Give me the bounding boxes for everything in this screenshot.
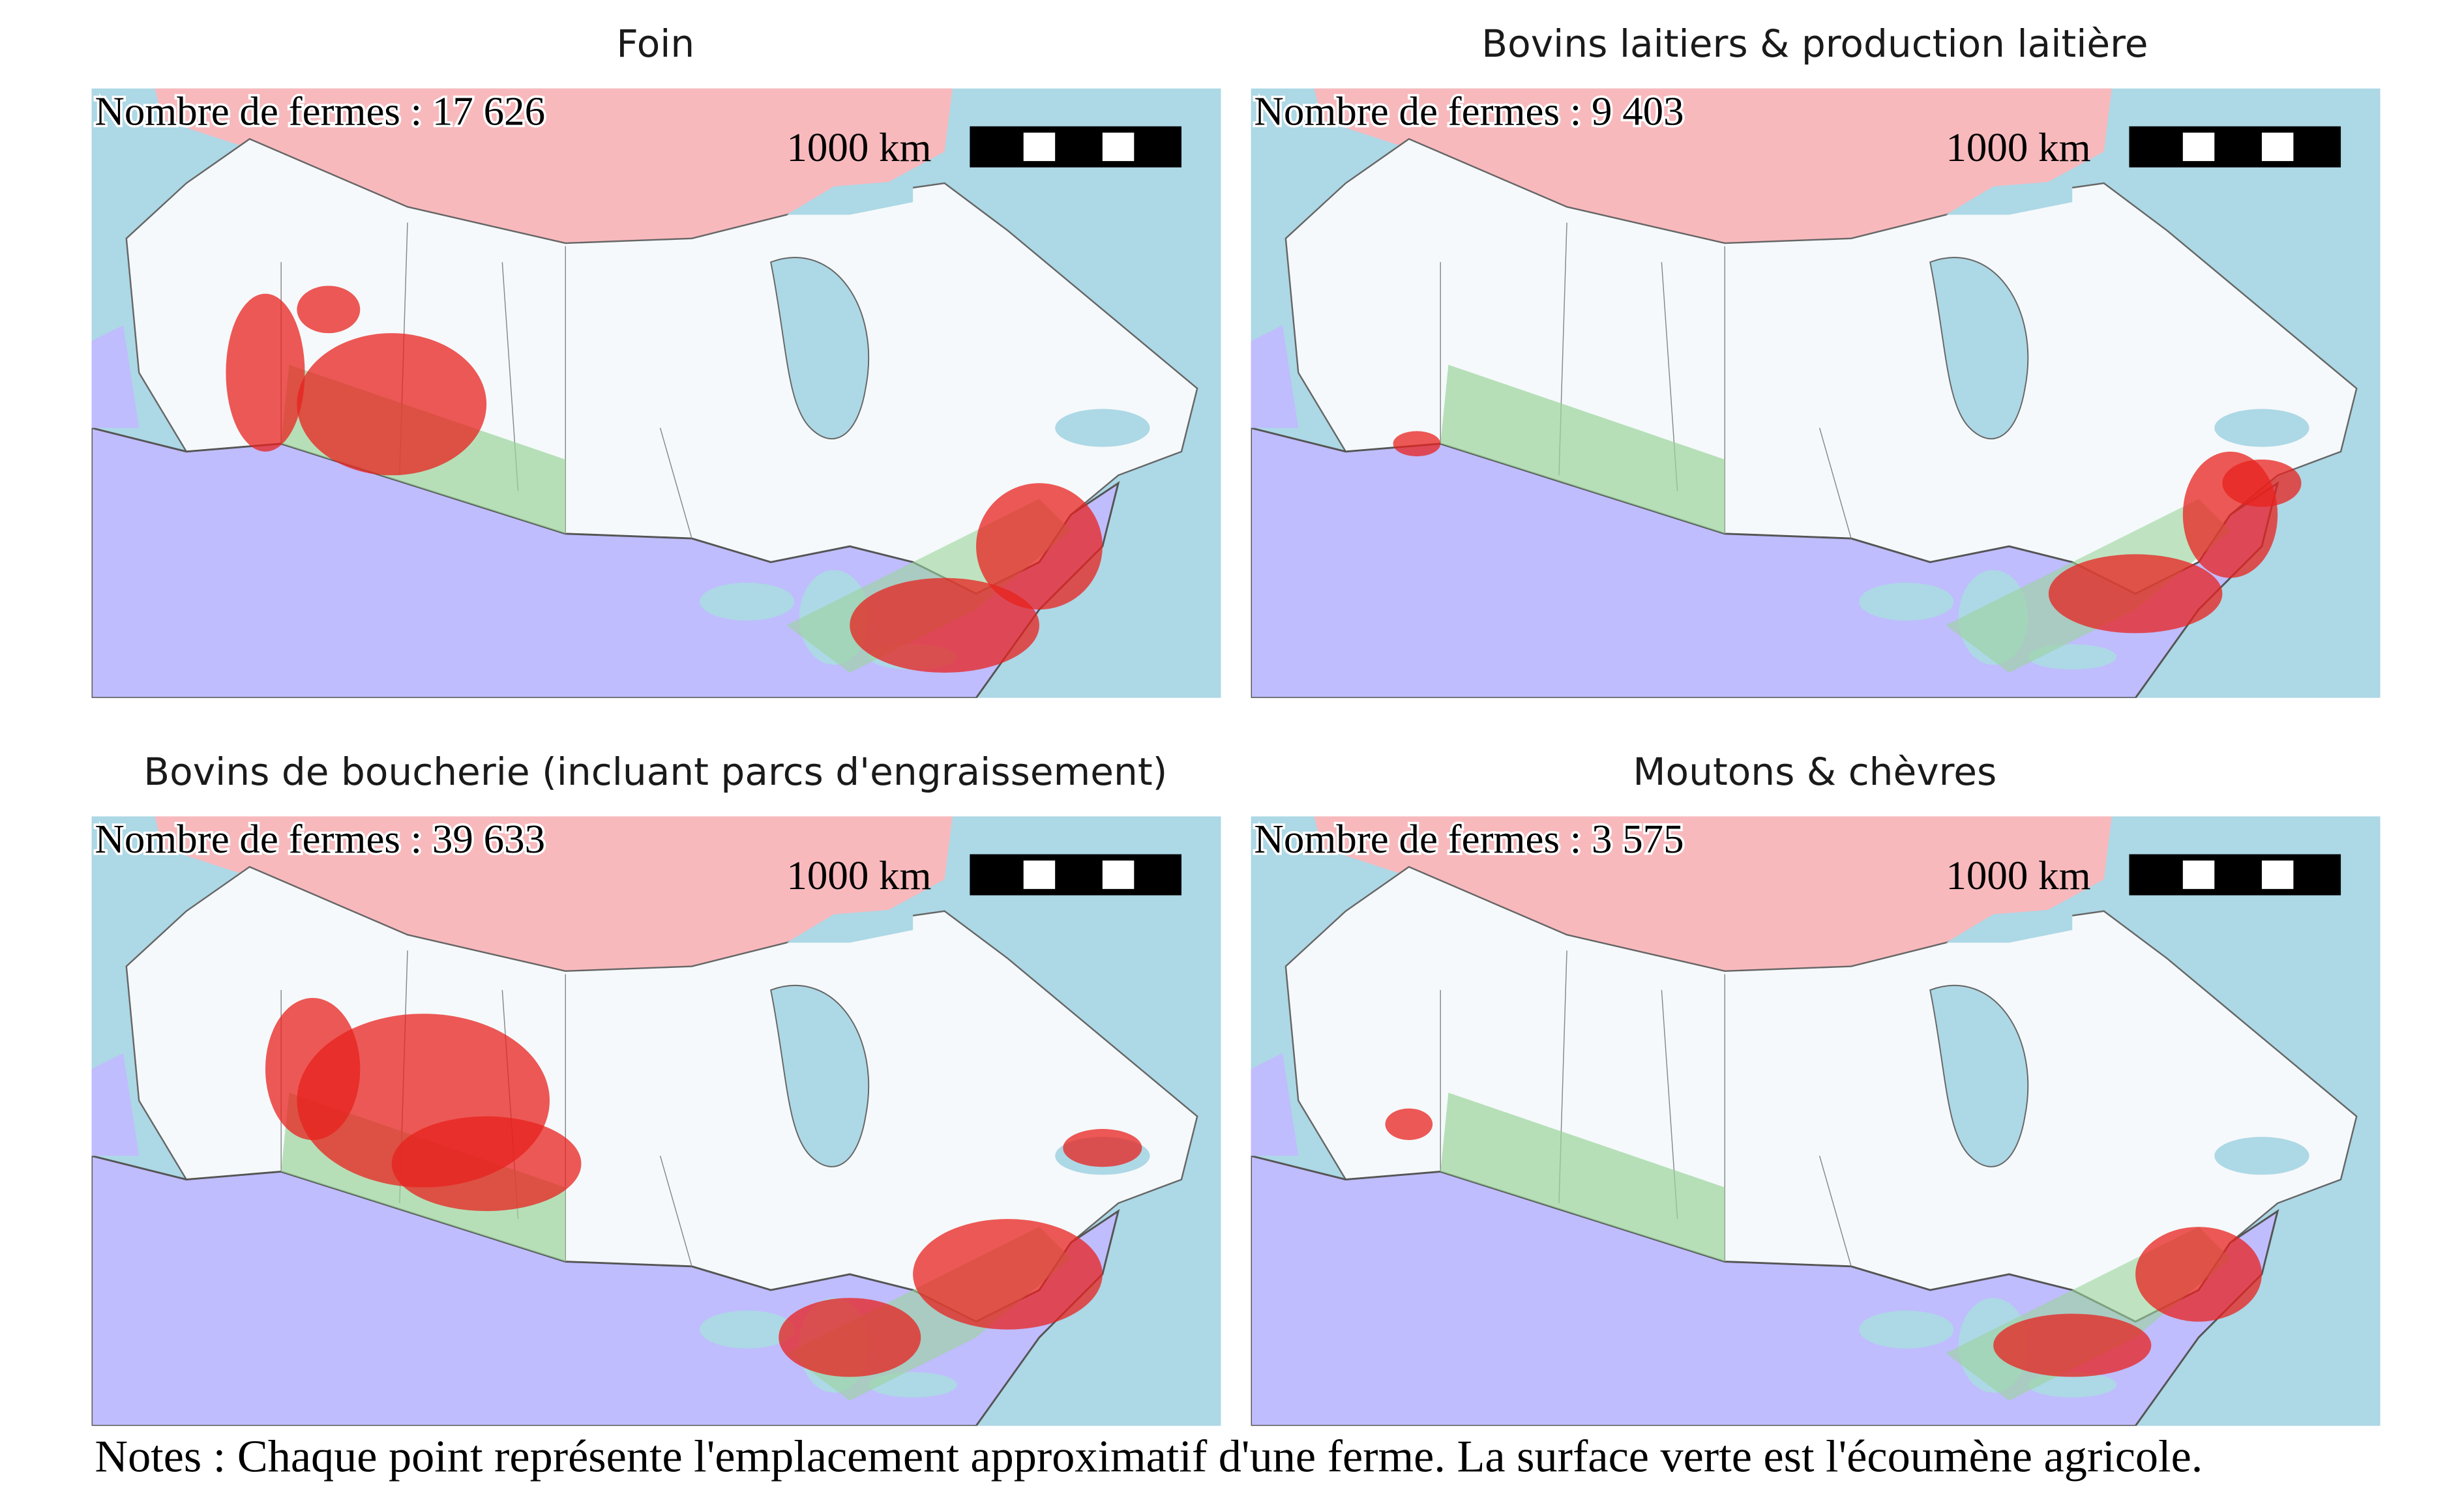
farm-points bbox=[226, 285, 1103, 673]
farm-points bbox=[265, 997, 1142, 1377]
panel-title: Bovins de boucherie (incluant parcs d'en… bbox=[143, 750, 1167, 794]
scale-label: 1000 km bbox=[1946, 853, 2090, 898]
scale-label: 1000 km bbox=[786, 124, 931, 170]
farm-count: Nombre de fermes : 39 633 bbox=[95, 816, 545, 862]
panel-title: Moutons & chèvres bbox=[1633, 750, 1996, 794]
map-panel: Nombre de fermes : 3 575 1000 km bbox=[1251, 816, 2381, 1426]
scale-bar bbox=[2129, 854, 2341, 896]
farm-count: Nombre de fermes : 17 626 bbox=[95, 88, 545, 134]
map-panel: Nombre de fermes : 9 403 1000 km bbox=[1251, 88, 2381, 698]
map-panel: Nombre de fermes : 39 633 1000 km bbox=[91, 816, 1221, 1426]
panel-title: Foin bbox=[616, 22, 694, 66]
basemap bbox=[91, 816, 1221, 1426]
farm-points bbox=[1385, 1108, 2262, 1377]
panels: Foin Nombre de fermes : 17 626 1000 km Bovi… bbox=[91, 22, 2381, 1426]
scale-bar bbox=[970, 126, 1181, 168]
scale-label: 1000 km bbox=[1946, 124, 2090, 170]
farm-points bbox=[1393, 431, 2302, 634]
scale-label: 1000 km bbox=[786, 853, 931, 898]
farm-count: Nombre de fermes : 9 403 bbox=[1254, 88, 1684, 134]
farm-count: Nombre de fermes : 3 575 bbox=[1254, 816, 1684, 862]
map-panel: Nombre de fermes : 17 626 1000 km bbox=[91, 88, 1221, 698]
scale-bar bbox=[2129, 126, 2341, 168]
panel-title: Bovins laitiers & production laitière bbox=[1481, 22, 2148, 66]
scale-bar bbox=[970, 854, 1181, 896]
notes: Notes : Chaque point représente l'emplac… bbox=[95, 1431, 2203, 1482]
